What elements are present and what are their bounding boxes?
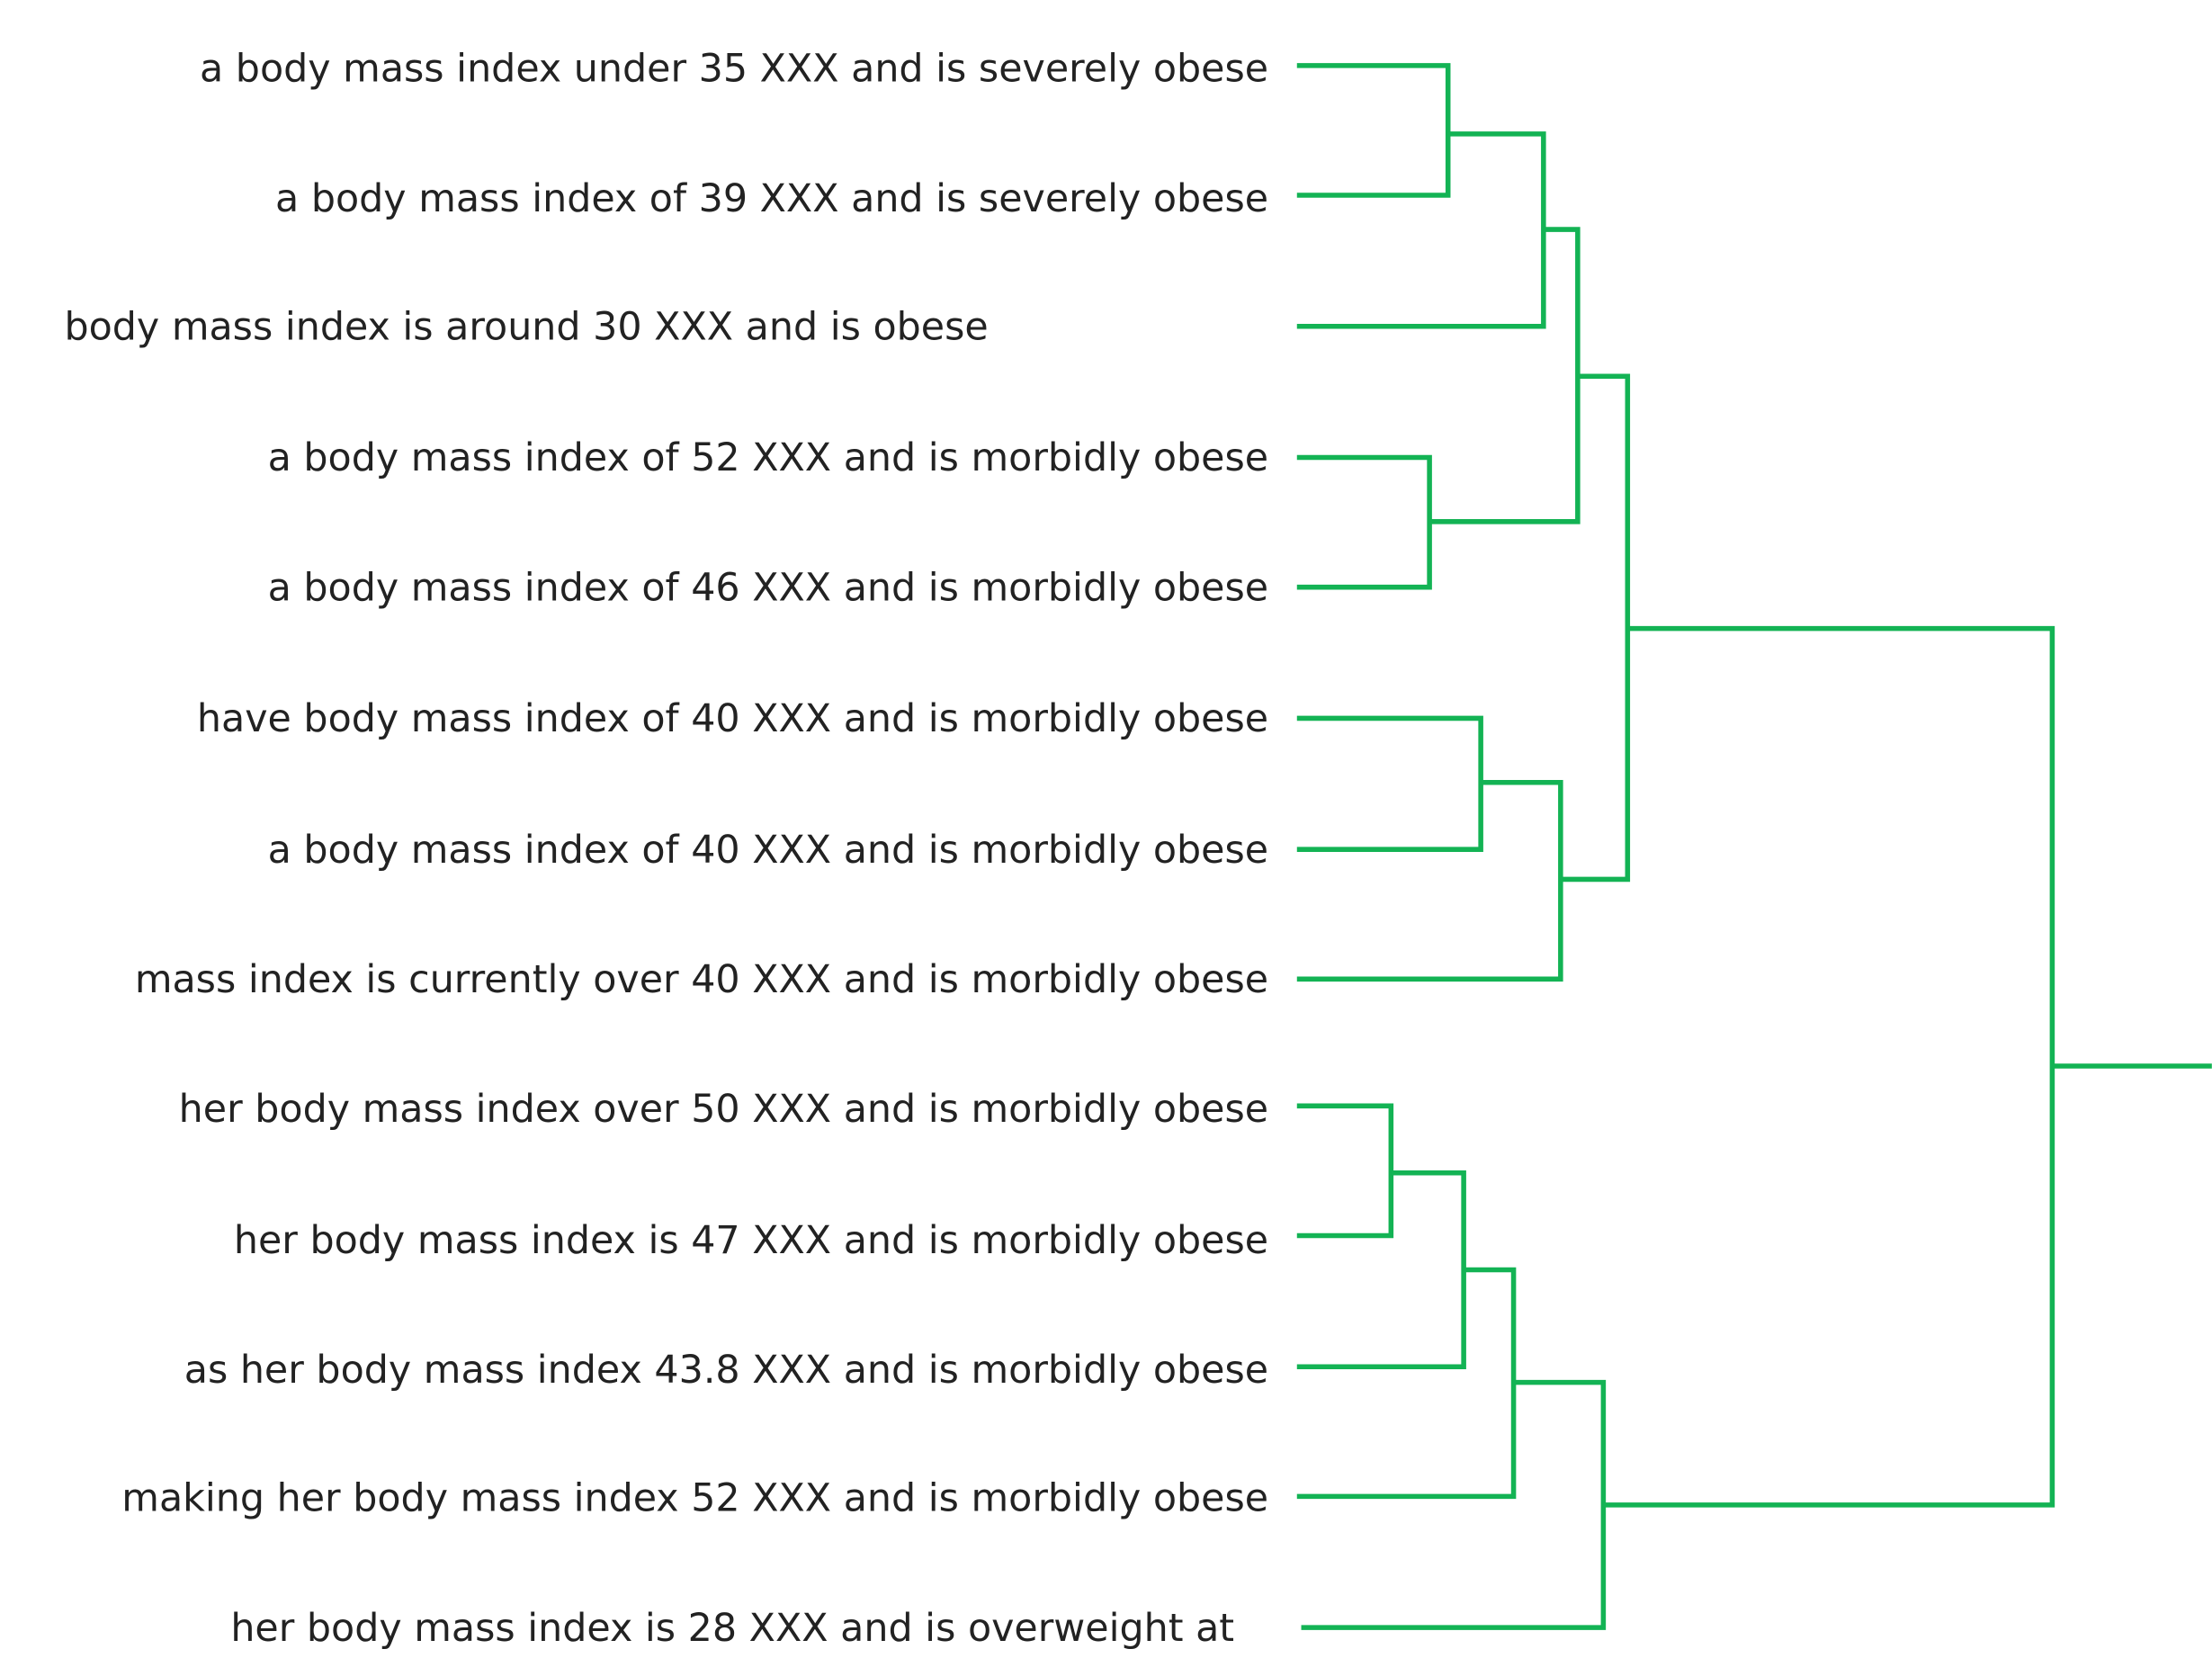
leaf-label: making her body mass index 52 XXX and is… — [121, 1476, 1268, 1521]
link — [1296, 1170, 1466, 1370]
link — [1429, 227, 1581, 524]
link — [1296, 131, 1546, 329]
leaf-label: her body mass index is 28 XXX and is ove… — [230, 1606, 1234, 1651]
link — [1296, 1267, 1517, 1500]
leaf-label: have body mass index of 40 XXX and is mo… — [197, 696, 1268, 741]
leaf-label: a body mass index of 52 XXX and is morbi… — [268, 435, 1268, 480]
link — [1296, 779, 1563, 982]
leaf-label: a body mass index of 40 XXX and is morbi… — [268, 828, 1268, 873]
tree-links — [1296, 63, 2212, 1630]
leaf-label: body mass index is around 30 XXX and is … — [64, 304, 988, 349]
leaf-label: a body mass index of 46 XXX and is morbi… — [268, 565, 1268, 610]
leaf-label: her body mass index is 47 XXX and is mor… — [234, 1218, 1268, 1263]
link — [1603, 625, 2055, 1508]
link — [1296, 1103, 1394, 1239]
leaf-label: her body mass index over 50 XXX and is m… — [179, 1087, 1268, 1132]
link — [1296, 454, 1432, 590]
leaf-label: a body mass index of 39 XXX and is sever… — [275, 176, 1268, 221]
leaf-label: as her body mass index 43.8 XXX and is m… — [184, 1348, 1268, 1393]
leaf-labels: a body mass index under 35 XXX and is se… — [64, 47, 1268, 1651]
leaf-label: a body mass index under 35 XXX and is se… — [200, 47, 1268, 92]
link — [1560, 373, 1631, 883]
link — [1301, 1379, 1607, 1630]
leaf-label: mass index is currently over 40 XXX and … — [135, 957, 1268, 1002]
link — [1296, 63, 1451, 198]
link — [1296, 715, 1483, 852]
